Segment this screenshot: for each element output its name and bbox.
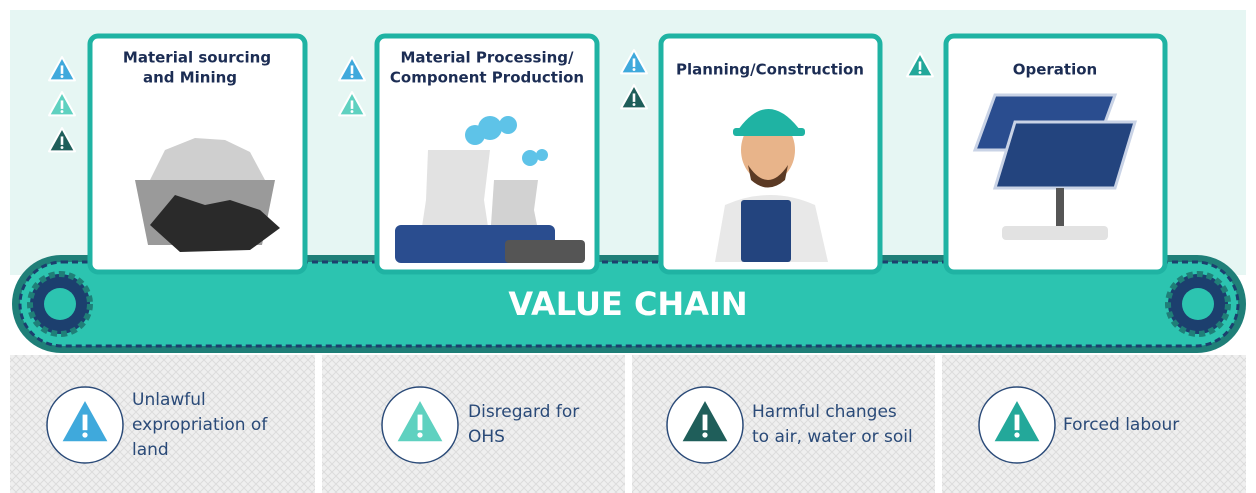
risk-text: Forced labour bbox=[1063, 415, 1179, 435]
warning-dot bbox=[633, 103, 636, 106]
warning-mark bbox=[351, 65, 354, 73]
warning-dot bbox=[61, 110, 64, 113]
risk-text: Unlawful bbox=[132, 390, 206, 410]
stage-title: Material sourcing bbox=[123, 49, 271, 67]
risk-panel bbox=[322, 355, 625, 493]
risk-text: Harmful changes bbox=[752, 402, 897, 422]
warning-dot bbox=[1014, 432, 1019, 437]
gear-hub bbox=[1182, 288, 1214, 320]
risk-text: Disregard for bbox=[468, 402, 579, 422]
risk-text: land bbox=[132, 440, 169, 460]
stage-title: Planning/Construction bbox=[676, 61, 864, 79]
risk-text: expropriation of bbox=[132, 415, 268, 435]
warning-mark bbox=[61, 100, 64, 108]
warning-mark bbox=[418, 415, 423, 431]
warning-mark bbox=[919, 61, 922, 69]
stage-title: and Mining bbox=[143, 69, 237, 87]
risk-text: to air, water or soil bbox=[752, 427, 913, 447]
warning-dot bbox=[417, 432, 422, 437]
warning-dot bbox=[82, 432, 87, 437]
warning-dot bbox=[61, 75, 64, 78]
warning-mark bbox=[1015, 415, 1020, 431]
stage-title: Material Processing/ bbox=[400, 49, 574, 67]
warning-dot bbox=[702, 432, 707, 437]
stage-title: Operation bbox=[1013, 61, 1097, 79]
warning-dot bbox=[351, 110, 354, 113]
warning-dot bbox=[351, 75, 354, 78]
gear-hub bbox=[44, 288, 76, 320]
banner: VALUE CHAIN bbox=[508, 285, 747, 323]
risk-text: OHS bbox=[468, 427, 505, 447]
warning-mark bbox=[61, 65, 64, 73]
warning-dot bbox=[919, 71, 922, 74]
warning-mark bbox=[703, 415, 708, 431]
warning-mark bbox=[633, 93, 636, 101]
warning-dot bbox=[61, 146, 64, 149]
value-chain-infographic: VALUE CHAIN Material sourcing and Mining… bbox=[0, 0, 1256, 493]
warning-mark bbox=[633, 58, 636, 66]
warning-mark bbox=[61, 136, 64, 144]
warning-mark bbox=[83, 415, 88, 431]
warning-mark bbox=[351, 100, 354, 108]
stage-title: Component Production bbox=[390, 69, 584, 87]
warning-dot bbox=[633, 68, 636, 71]
